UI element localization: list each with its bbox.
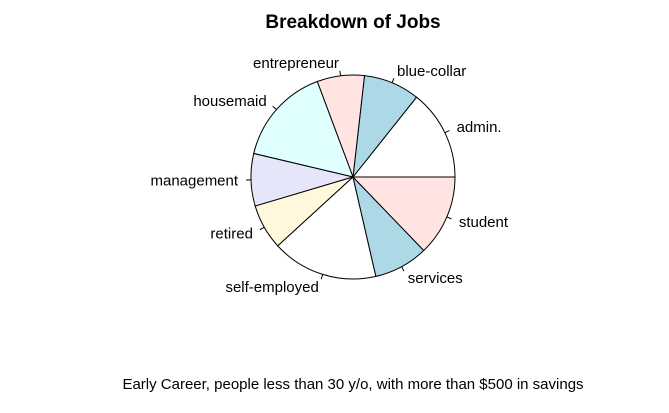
pie-label: blue-collar (397, 63, 466, 80)
pie-tick (320, 274, 324, 280)
pie-label: management (150, 172, 238, 189)
pie-tick (444, 130, 450, 134)
pie-tick (401, 266, 405, 272)
chart-caption: Early Career, people less than 30 y/o, w… (122, 376, 583, 393)
pie-tick (446, 216, 452, 220)
pie-tick (339, 70, 342, 76)
pie-label: self-employed (225, 279, 318, 296)
pie-label: retired (210, 226, 253, 243)
pie-slices (250, 74, 456, 280)
pie-tick (272, 105, 277, 110)
pie-label: entrepreneur (253, 55, 339, 72)
pie-tick (391, 77, 395, 83)
pie-slice-admin (351, 96, 456, 178)
pie-label: student (459, 214, 509, 231)
pie-label-ticks (246, 70, 452, 280)
pie-slice-self-employed (277, 176, 377, 280)
pie-label: housemaid (193, 93, 266, 110)
pie-tick (259, 226, 265, 231)
pie-labels: admin. blue-collar entrepreneur housemaid ma… (150, 55, 508, 296)
chart-title: Breakdown of Jobs (265, 12, 440, 33)
pie-label: services (408, 270, 463, 287)
pie-label: admin. (457, 119, 502, 136)
